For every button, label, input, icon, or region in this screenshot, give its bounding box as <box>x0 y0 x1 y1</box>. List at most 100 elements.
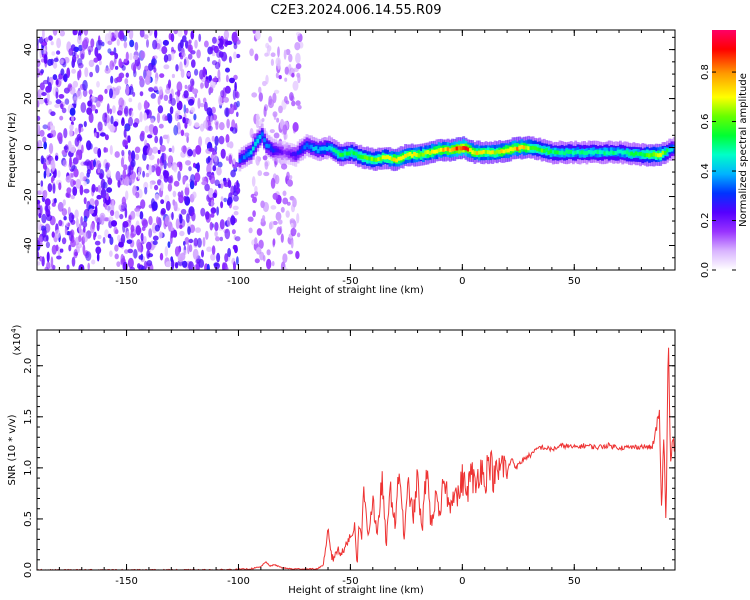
spectrogram-signal-cell <box>457 145 461 150</box>
spectrogram-noise-cell <box>295 100 301 106</box>
spectrogram-noise-cell <box>180 39 184 49</box>
spectrogram-noise-cell <box>278 105 283 114</box>
spectrogram-noise-cell <box>209 159 214 167</box>
spectrogram-noise-cell <box>225 67 230 73</box>
spectrogram-signal-cell <box>594 149 598 154</box>
spectrogram-noise-cell <box>42 30 45 40</box>
spectrogram-noise-cell <box>118 105 123 116</box>
spectrogram-signal-cell <box>298 149 302 154</box>
spectrogram-noise-cell <box>187 40 191 51</box>
spectrogram-noise-cell <box>286 171 290 180</box>
spectrogram-noise-cell <box>180 55 184 60</box>
spectrogram-noise-cell <box>206 107 213 116</box>
spectrogram-noise-cell <box>226 198 232 206</box>
spectrogram-noise-cell <box>282 190 287 197</box>
spectrogram-noise-cell <box>137 242 142 253</box>
snr-x-tick-label: -50 <box>342 576 358 587</box>
spectrogram-signal-cell <box>670 147 674 152</box>
spectrogram-noise-cell <box>168 147 172 153</box>
spectrogram-noise-cell <box>137 102 142 111</box>
spectrogram-noise-cell <box>268 98 274 109</box>
spectrogram-noise-cell <box>39 255 43 262</box>
spectrogram-noise-cell <box>259 251 265 261</box>
spectrogram-noise-cell <box>225 266 229 270</box>
spectrogram-noise-cell <box>128 97 133 103</box>
spectrogram-noise-cell <box>131 62 137 71</box>
spectrogram-noise-cell <box>41 45 44 56</box>
spectrogram-noise-cell <box>156 112 161 124</box>
spectrogram-noise-cell <box>255 118 260 129</box>
snr-plot-area <box>37 347 675 570</box>
spectrogram-noise-cell <box>195 227 201 233</box>
spectrogram-noise-cell <box>211 245 216 255</box>
spectrogram-noise-cell <box>175 218 180 229</box>
spectrogram-signal-cell <box>509 147 513 152</box>
spectrogram-noise-cell <box>117 30 125 40</box>
spectrogram-signal-cell <box>563 151 566 156</box>
spectrogram-noise-cell <box>76 90 80 98</box>
spectrogram-noise-cell <box>188 238 194 244</box>
spectrogram-noise-cell <box>105 162 111 169</box>
spectrogram-panel: -150 -100 -50 0 50 -40 -20 0 20 40 Height of str… <box>7 29 676 296</box>
spectrogram-noise-cell <box>249 128 254 139</box>
spectrogram-signal-cell <box>513 146 517 151</box>
spectrogram-noise-cell <box>56 50 61 55</box>
spectrogram-noise-cell <box>194 180 198 186</box>
spectrogram-signal-cell <box>574 150 578 155</box>
spectrogram-signal-cell <box>406 152 410 157</box>
spectrogram-noise-cell <box>124 249 129 254</box>
spectrogram-noise-cell <box>185 107 189 114</box>
spectrogram-noise-cell <box>140 253 144 261</box>
spectrogram-noise-cell <box>178 213 182 219</box>
spectrogram-noise-cell <box>104 229 109 238</box>
spectrogram-signal-cell <box>466 147 470 152</box>
spectrogram-noise-cell <box>149 181 153 190</box>
spectrogram-signal-cell <box>281 150 284 155</box>
spectrogram-noise-cell <box>88 208 94 214</box>
spectrogram-noise-cell <box>129 39 135 48</box>
spectrogram-noise-cell <box>280 233 284 243</box>
spectrogram-noise-cell <box>190 78 195 87</box>
spectrogram-noise-cell <box>42 229 46 237</box>
spectrogram-noise-cell <box>81 144 84 154</box>
spectrogram-signal-cell <box>607 151 611 156</box>
spectrogram-noise-cell <box>58 182 62 191</box>
spectrogram-noise-cell <box>144 65 149 72</box>
spectrogram-noise-cell <box>254 258 260 264</box>
spectrogram-noise-cell <box>154 184 159 191</box>
spectrogram-noise-cell <box>50 120 53 131</box>
spectrogram-noise-cell <box>165 200 171 211</box>
spectrogram-signal-cell <box>354 151 358 156</box>
spectrogram-noise-cell <box>116 85 122 91</box>
spectrogram-signal-cell <box>428 151 432 155</box>
spectrogram-noise-cell <box>154 193 160 201</box>
spectrogram-signal-cell <box>314 146 318 151</box>
spectrogram-noise-cell <box>215 236 220 242</box>
spectrogram-signal-cell <box>601 150 604 155</box>
spectrogram-noise-cell <box>107 40 113 46</box>
spectrogram-noise-cell <box>130 224 135 233</box>
spectrogram-noise-cell <box>39 129 45 137</box>
spectrogram-noise-cell <box>228 56 232 64</box>
spectrogram-noise-cell <box>270 52 276 57</box>
colorbar-ticks: 0.0 0.2 0.4 0.6 0.8 <box>700 64 736 278</box>
spectrogram-noise-cell <box>88 59 95 68</box>
spectrogram-noise-cell <box>151 146 159 154</box>
spectrogram-noise-cell <box>200 82 203 90</box>
spectrogram-noise-cell <box>122 264 128 270</box>
spectrogram-signal-cell <box>370 157 374 161</box>
spectrogram-noise-cell <box>83 121 87 128</box>
spectrogram-noise-cell <box>220 196 224 202</box>
spectrogram-noise-cell <box>110 115 114 125</box>
spectrogram-noise-cell <box>146 241 152 251</box>
spectrogram-noise-cell <box>212 77 218 82</box>
spectrogram-noise-cell <box>129 174 135 184</box>
spectrogram-noise-cell <box>67 222 71 227</box>
spectrogram-noise-cell <box>82 231 89 243</box>
spectrogram-signal-cell <box>278 149 282 154</box>
snr-x-ticks: -150 -100 -50 0 50 <box>36 330 665 587</box>
spectrogram-noise-cell <box>278 219 283 225</box>
spectrogram-noise-cell <box>182 260 188 268</box>
spectrogram-noise-cell <box>99 173 104 179</box>
spectrogram-noise-cell <box>187 226 191 235</box>
